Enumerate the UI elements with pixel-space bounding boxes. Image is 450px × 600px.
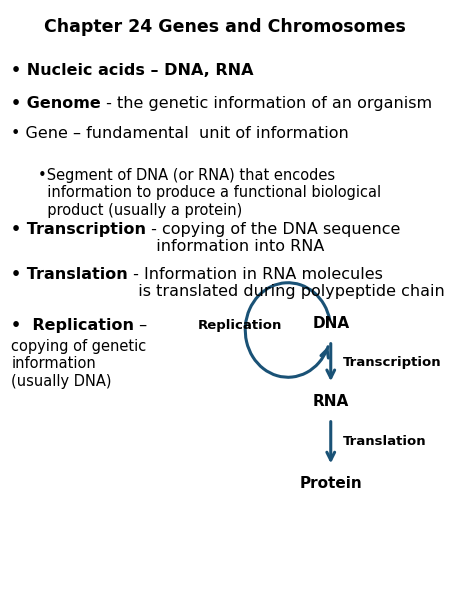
Text: • Gene – fundamental  unit of information: • Gene – fundamental unit of information bbox=[11, 126, 349, 141]
Text: • Transcription: • Transcription bbox=[11, 222, 146, 237]
Text: •Segment of DNA (or RNA) that encodes
  information to produce a functional biol: •Segment of DNA (or RNA) that encodes in… bbox=[38, 168, 382, 218]
Text: Transcription: Transcription bbox=[343, 356, 441, 369]
Text: • Genome: • Genome bbox=[11, 96, 101, 111]
Text: - copying of the DNA sequence
  information into RNA: - copying of the DNA sequence informatio… bbox=[146, 222, 400, 254]
Text: Replication: Replication bbox=[198, 319, 283, 332]
Text: • Nucleic acids – DNA, RNA: • Nucleic acids – DNA, RNA bbox=[11, 63, 254, 78]
Text: –: – bbox=[134, 318, 148, 333]
Text: DNA: DNA bbox=[312, 317, 349, 331]
Text: - Information in RNA molecules
  is translated during polypeptide chain synthesi: - Information in RNA molecules is transl… bbox=[128, 267, 450, 299]
Text: •  Replication: • Replication bbox=[11, 318, 134, 333]
Text: Chapter 24 Genes and Chromosomes: Chapter 24 Genes and Chromosomes bbox=[44, 18, 406, 36]
Text: • Translation: • Translation bbox=[11, 267, 128, 282]
Text: - the genetic information of an organism: - the genetic information of an organism bbox=[101, 96, 432, 111]
Text: copying of genetic
information
(usually DNA): copying of genetic information (usually … bbox=[11, 339, 147, 389]
Text: Protein: Protein bbox=[299, 475, 362, 491]
Text: Translation: Translation bbox=[343, 435, 427, 448]
Text: RNA: RNA bbox=[313, 395, 349, 409]
